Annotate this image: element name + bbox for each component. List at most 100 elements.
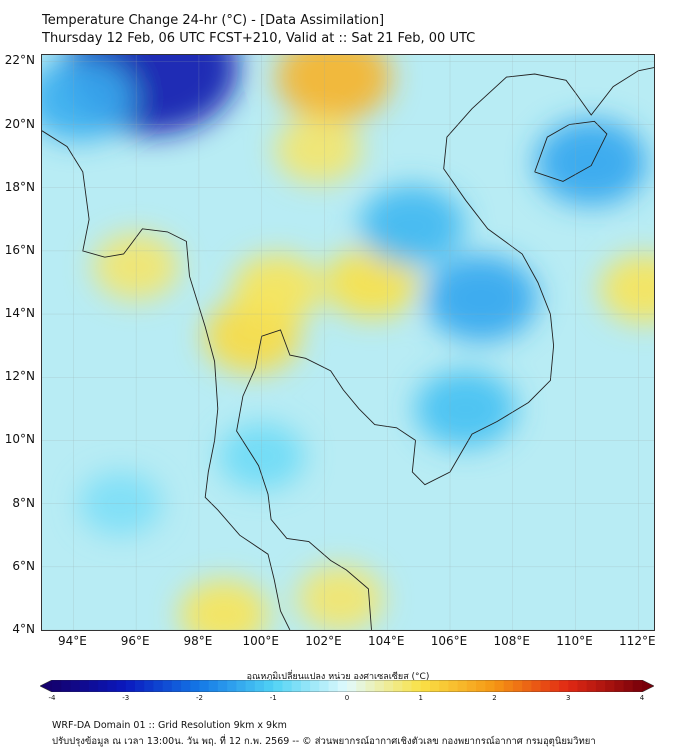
- colorbar-segment: [356, 680, 366, 692]
- anomaly-blob: [599, 254, 654, 324]
- colorbar-segment: [328, 680, 339, 692]
- latitude-label: 16°N: [4, 242, 35, 257]
- colorbar-segment: [420, 680, 431, 692]
- colorbar-segment: [79, 680, 90, 692]
- colorbar-tick-label: -4: [48, 694, 56, 702]
- temperature-change-map: [41, 54, 655, 631]
- graticule: [42, 55, 654, 630]
- colorbar-segment: [282, 680, 293, 692]
- colorbar-segment: [494, 680, 505, 692]
- colorbar: [40, 680, 654, 692]
- colorbar-tick-label: 1: [418, 694, 423, 702]
- colorbar-segment: [153, 680, 164, 692]
- colorbar-segment: [337, 680, 348, 692]
- colorbar-segment: [199, 680, 210, 692]
- map-title: Temperature Change 24-hr (°C) - [Data As…: [42, 13, 385, 28]
- colorbar-segment: [429, 680, 440, 692]
- colorbar-segment: [98, 680, 108, 692]
- anomaly-blob: [42, 57, 134, 141]
- colorbar-min-extend: [40, 680, 52, 692]
- latitude-label: 14°N: [4, 306, 35, 321]
- colorbar-segment: [291, 680, 302, 692]
- longitude-label: 112°E: [619, 634, 656, 648]
- colorbar-segment: [531, 680, 542, 692]
- colorbar-segment: [549, 680, 560, 692]
- colorbar-segment: [623, 680, 634, 692]
- colorbar-tick-label: -3: [122, 694, 130, 702]
- colorbar-segment: [365, 680, 376, 692]
- coastline: [42, 130, 291, 630]
- colorbar-segment: [568, 680, 578, 692]
- colorbar-segment: [144, 680, 154, 692]
- colorbar-segment: [171, 680, 182, 692]
- colorbar-segment: [52, 680, 62, 692]
- colorbar-segment: [162, 680, 173, 692]
- colorbar-segment: [632, 680, 643, 692]
- coastlines: [42, 67, 654, 630]
- colorbar-segment: [88, 680, 99, 692]
- colorbar-segment: [254, 680, 265, 692]
- longitude-label: 102°E: [305, 634, 342, 648]
- colorbar-segment: [217, 680, 228, 692]
- longitude-label: 108°E: [493, 634, 531, 648]
- colorbar-segment: [522, 680, 532, 692]
- latitude-label: 20°N: [4, 116, 35, 131]
- colorbar-tick-label: -2: [196, 694, 203, 702]
- anomaly-blob: [360, 185, 465, 266]
- colorbar-segment: [512, 680, 523, 692]
- colorbar-segment: [273, 680, 283, 692]
- colorbar-tick-label: 2: [492, 694, 497, 702]
- colorbar-segment: [411, 680, 422, 692]
- colorbar-segment: [466, 680, 477, 692]
- colorbar-segment: [70, 680, 81, 692]
- colorbar-segment: [476, 680, 486, 692]
- anomaly-blob: [535, 119, 648, 206]
- longitude-label: 94°E: [57, 634, 87, 648]
- colorbar-segment: [439, 680, 449, 692]
- colorbar-title: อุณหภูมิเปลี่ยนแปลง หน่วย องศาเซลเซียส (…: [246, 672, 430, 682]
- anomaly-blob: [415, 370, 517, 448]
- colorbar-segment: [125, 680, 136, 692]
- colorbar-segment: [208, 680, 219, 692]
- latitude-label: 8°N: [12, 495, 35, 510]
- colorbar-segment: [383, 680, 394, 692]
- colorbar-segment: [595, 680, 606, 692]
- colorbar-segment: [614, 680, 625, 692]
- colorbar-segment: [181, 680, 191, 692]
- colorbar-segment: [586, 680, 597, 692]
- colorbar-segment: [540, 680, 551, 692]
- colorbar-tick-label: 0: [344, 694, 350, 702]
- latitude-label: 18°N: [4, 179, 35, 194]
- longitude-label: 104°E: [367, 634, 405, 648]
- footer-model-info: WRF-DA Domain 01 :: Grid Resolution 9km …: [52, 720, 287, 731]
- longitude-label: 98°E: [183, 634, 213, 648]
- anomaly-blob: [324, 246, 419, 319]
- colorbar-segment: [116, 680, 127, 692]
- coastline: [236, 67, 654, 630]
- latitude-label: 10°N: [4, 432, 35, 447]
- colorbar-segment: [559, 680, 569, 692]
- colorbar-segment: [134, 680, 145, 692]
- longitude-label: 110°E: [556, 634, 593, 648]
- colorbar-segment: [264, 680, 274, 692]
- anomaly-field: [42, 55, 654, 630]
- coastline: [534, 120, 608, 182]
- colorbar-segment: [457, 680, 468, 692]
- colorbar-segment: [402, 680, 413, 692]
- footer-credit: ปรับปรุงข้อมูล ณ เวลา 13:00น. วัน พฤ. ที…: [52, 736, 596, 747]
- colorbar-tick-label: -1: [269, 694, 277, 702]
- colorbar-segment: [347, 680, 357, 692]
- colorbar-segment: [310, 680, 320, 692]
- anomaly-blob: [276, 55, 392, 122]
- map-subtitle: Thursday 12 Feb, 06 UTC FCST+210, Valid …: [42, 31, 476, 46]
- anomaly-blob: [179, 579, 269, 630]
- longitude-label: 96°E: [120, 634, 150, 648]
- colorbar-segment: [236, 680, 247, 692]
- longitude-label: 100°E: [242, 634, 279, 648]
- longitude-label: 106°E: [430, 634, 468, 648]
- latitude-label: 4°N: [12, 622, 35, 636]
- latitude-label: 22°N: [4, 53, 35, 68]
- colorbar-segment: [245, 680, 256, 692]
- colorbar-tick-label: 4: [639, 694, 645, 702]
- colorbar-segment: [374, 680, 385, 692]
